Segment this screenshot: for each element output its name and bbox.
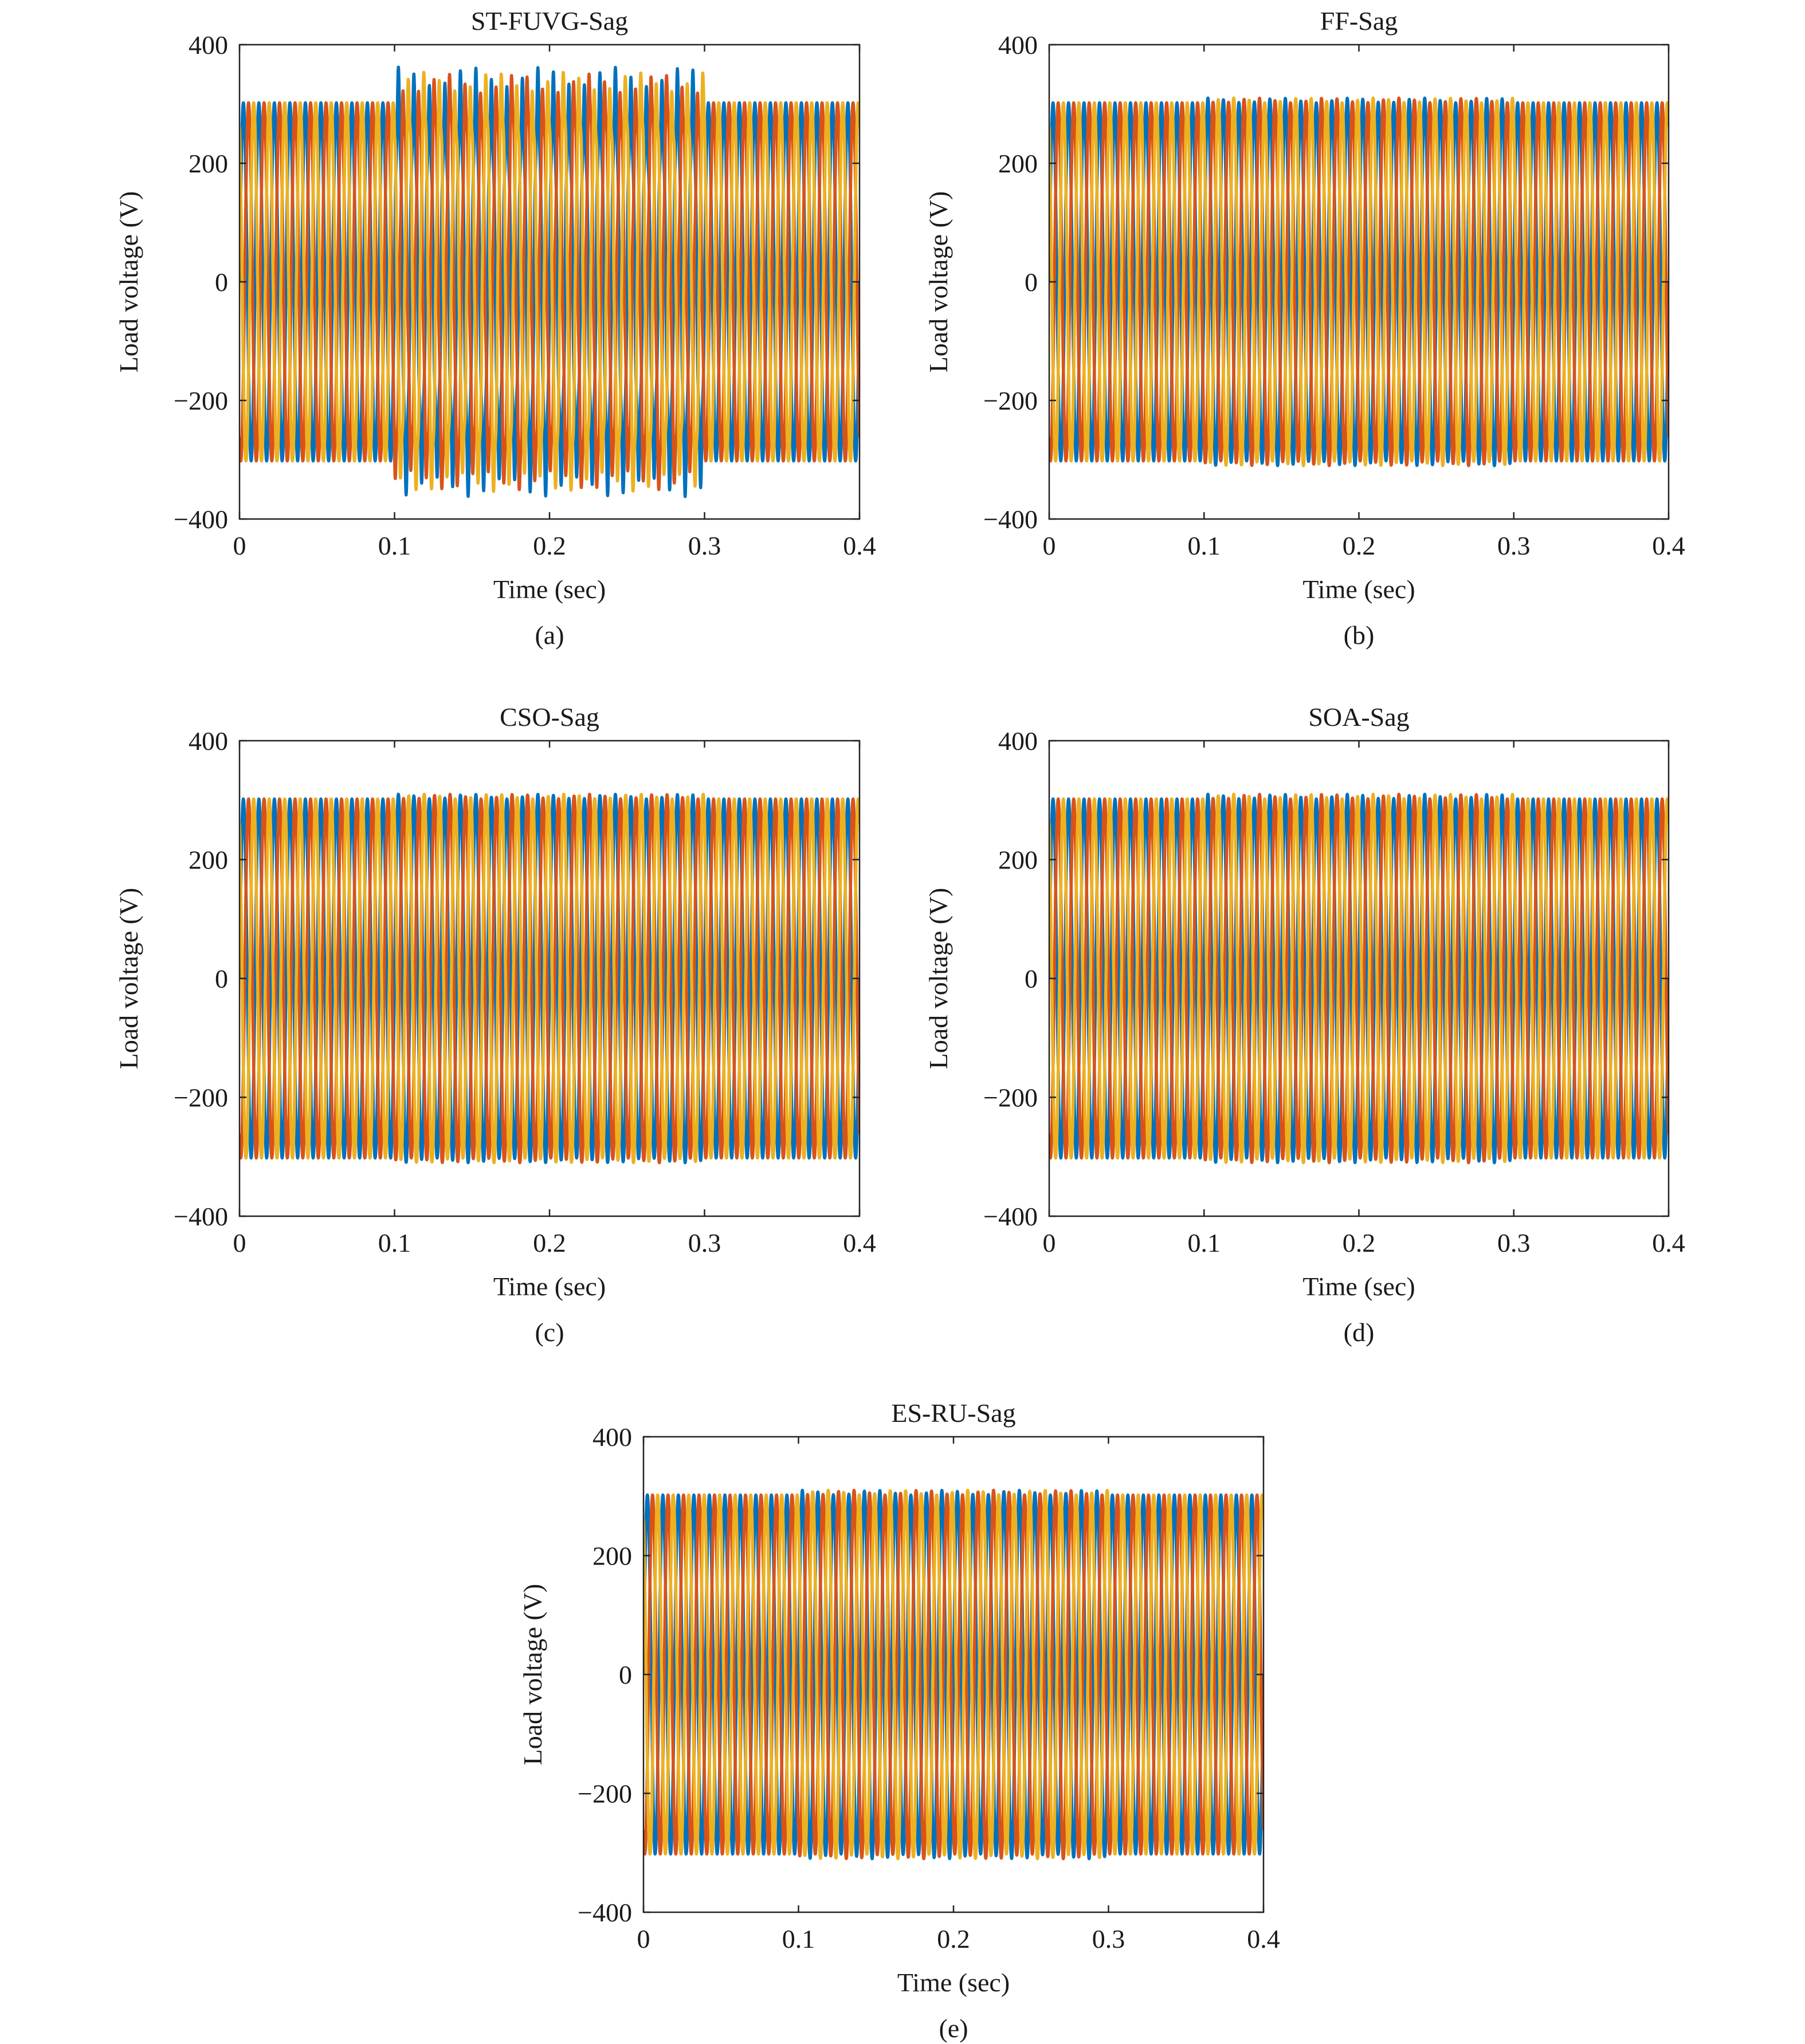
y-tick-label: 200 xyxy=(592,1542,632,1571)
y-tick-label: 0 xyxy=(215,268,228,297)
x-tick-label: 0.2 xyxy=(533,1228,566,1257)
chart-panel: 0 0.1 0.2 0.3 0.4 400 200 0 −200 −400 CSO-Sag Time … xyxy=(114,702,876,1347)
y-tick-label: 200 xyxy=(998,846,1038,875)
chart-title: SOA-Sag xyxy=(1308,702,1409,732)
y-tick-label: −400 xyxy=(983,1202,1038,1231)
x-tick-label: 0 xyxy=(1043,531,1056,560)
y-tick-label: −400 xyxy=(983,505,1038,534)
x-axis-label: Time (sec) xyxy=(493,575,606,604)
x-axis-label: Time (sec) xyxy=(897,1968,1010,1997)
y-tick-label: 400 xyxy=(189,726,228,756)
x-tick-label: 0 xyxy=(233,531,246,560)
chart-panel: 0 0.1 0.2 0.3 0.4 400 200 0 −200 −400 ES-RU-Sag Tim… xyxy=(518,1398,1280,2043)
y-tick-label: 400 xyxy=(998,30,1038,60)
series-group xyxy=(1049,792,1669,1165)
y-tick-label: 0 xyxy=(1025,268,1038,297)
panel-label: (a) xyxy=(535,620,564,650)
panel-label: (e) xyxy=(939,2014,968,2043)
y-tick-label: −200 xyxy=(983,386,1038,415)
panel-label: (c) xyxy=(535,1318,564,1347)
panel-label: (b) xyxy=(1344,620,1375,650)
y-tick-label: −200 xyxy=(983,1083,1038,1113)
chart-panel: 0 0.1 0.2 0.3 0.4 400 200 0 −200 −400 FF-Sag Time (… xyxy=(924,6,1685,650)
x-tick-label: 0.1 xyxy=(378,1228,411,1257)
series-line-phase-a xyxy=(643,1488,1264,1861)
chart-title: ST-FUVG-Sag xyxy=(471,6,628,36)
x-tick-label: 0.2 xyxy=(1343,1228,1376,1257)
series-line-phase-a xyxy=(1049,96,1669,467)
series-line-phase-c xyxy=(1049,792,1669,1165)
series-line-phase-a xyxy=(1049,792,1669,1165)
y-axis-label: Load voltage (V) xyxy=(518,1584,547,1766)
x-tick-label: 0 xyxy=(1043,1228,1056,1257)
y-axis-label: Load voltage (V) xyxy=(114,888,143,1070)
series-line-phase-b xyxy=(1049,792,1669,1165)
x-axis-label: Time (sec) xyxy=(1302,575,1415,604)
x-tick-label: 0.1 xyxy=(1188,1228,1221,1257)
panel-label: (d) xyxy=(1344,1318,1375,1347)
y-tick-label: 200 xyxy=(998,149,1038,178)
y-tick-label: −400 xyxy=(578,1898,632,1927)
x-tick-label: 0.2 xyxy=(1343,531,1376,560)
series-line-phase-a xyxy=(240,65,860,498)
series-line-phase-b xyxy=(240,72,860,492)
x-tick-label: 0.4 xyxy=(1652,531,1685,560)
y-tick-label: 0 xyxy=(1025,964,1038,993)
series-group xyxy=(240,792,860,1165)
series-line-phase-b xyxy=(240,792,860,1165)
y-tick-label: 400 xyxy=(998,726,1038,756)
y-tick-label: 200 xyxy=(189,149,228,178)
y-tick-label: −400 xyxy=(174,505,228,534)
y-tick-label: 400 xyxy=(189,30,228,60)
chart-title: ES-RU-Sag xyxy=(891,1398,1015,1428)
series-line-phase-b xyxy=(643,1488,1264,1861)
y-tick-label: −200 xyxy=(174,386,228,415)
y-axis-label: Load voltage (V) xyxy=(114,191,143,373)
x-tick-label: 0.4 xyxy=(843,1228,876,1257)
series-line-phase-a xyxy=(240,792,860,1165)
x-tick-label: 0.4 xyxy=(1247,1924,1280,1953)
y-tick-label: 0 xyxy=(619,1660,632,1689)
series-line-phase-c xyxy=(643,1488,1264,1861)
x-tick-label: 0.4 xyxy=(843,531,876,560)
x-tick-label: 0.2 xyxy=(937,1924,970,1953)
x-axis-label: Time (sec) xyxy=(493,1272,606,1301)
chart-title: CSO-Sag xyxy=(500,702,599,732)
x-tick-label: 0 xyxy=(637,1924,650,1953)
y-tick-label: −200 xyxy=(174,1083,228,1113)
y-axis-label: Load voltage (V) xyxy=(924,888,953,1070)
series-group xyxy=(1049,96,1669,467)
chart-title: FF-Sag xyxy=(1320,6,1398,36)
y-axis-label: Load voltage (V) xyxy=(924,191,953,373)
x-tick-label: 0.3 xyxy=(688,531,721,560)
x-tick-label: 0.4 xyxy=(1652,1228,1685,1257)
series-group xyxy=(240,65,860,498)
y-tick-label: −400 xyxy=(174,1202,228,1231)
y-tick-label: 400 xyxy=(592,1422,632,1452)
series-line-phase-c xyxy=(1049,96,1669,467)
x-tick-label: 0 xyxy=(233,1228,246,1257)
series-line-phase-c xyxy=(240,792,860,1165)
chart-panel: 0 0.1 0.2 0.3 0.4 400 200 0 −200 −400 SOA-Sag Time … xyxy=(924,702,1685,1347)
x-tick-label: 0.1 xyxy=(1188,531,1221,560)
x-tick-label: 0.3 xyxy=(688,1228,721,1257)
y-tick-label: −200 xyxy=(578,1779,632,1809)
x-tick-label: 0.3 xyxy=(1497,1228,1531,1257)
series-line-phase-c xyxy=(240,70,860,493)
y-tick-label: 200 xyxy=(189,846,228,875)
x-axis-label: Time (sec) xyxy=(1302,1272,1415,1301)
chart-panel: 0 0.1 0.2 0.3 0.4 400 200 0 −200 −400 ST-FUVG-Sag T… xyxy=(114,6,876,650)
x-tick-label: 0.2 xyxy=(533,531,566,560)
x-tick-label: 0.3 xyxy=(1092,1924,1125,1953)
series-group xyxy=(643,1488,1264,1861)
x-tick-label: 0.1 xyxy=(378,531,411,560)
x-tick-label: 0.1 xyxy=(782,1924,815,1953)
series-line-phase-b xyxy=(1049,96,1669,467)
x-tick-label: 0.3 xyxy=(1497,531,1531,560)
y-tick-label: 0 xyxy=(215,964,228,993)
